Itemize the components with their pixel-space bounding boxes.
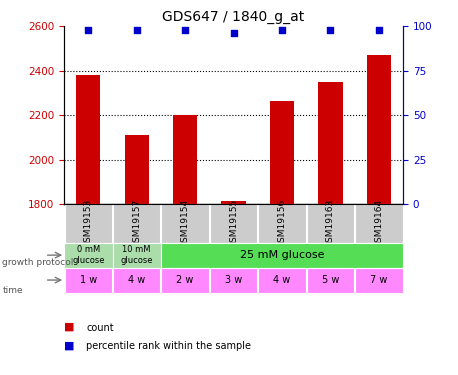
- Text: GSM19153: GSM19153: [84, 199, 93, 248]
- Bar: [270, 101, 294, 204]
- Text: GSM19157: GSM19157: [132, 199, 141, 248]
- Bar: [258, 268, 306, 292]
- Text: GSM19163: GSM19163: [326, 199, 335, 248]
- Text: GSM19156: GSM19156: [278, 199, 287, 248]
- Text: ■: ■: [64, 322, 75, 332]
- Point: [327, 27, 334, 33]
- Text: count: count: [86, 322, 114, 333]
- Text: GSM19155: GSM19155: [229, 199, 238, 248]
- Text: percentile rank within the sample: percentile rank within the sample: [86, 341, 251, 351]
- Title: GDS647 / 1840_g_at: GDS647 / 1840_g_at: [163, 10, 305, 24]
- Bar: [210, 268, 257, 292]
- Bar: [318, 82, 343, 204]
- Text: 5 w: 5 w: [322, 275, 339, 285]
- Text: GSM19154: GSM19154: [180, 199, 190, 248]
- Bar: [367, 55, 391, 204]
- Bar: [258, 204, 306, 243]
- Bar: [113, 204, 160, 243]
- Point: [375, 27, 382, 33]
- Text: 25 mM glucose: 25 mM glucose: [240, 250, 324, 260]
- Text: ■: ■: [64, 340, 75, 351]
- Text: 2 w: 2 w: [176, 275, 194, 285]
- Bar: [355, 268, 403, 292]
- Bar: [125, 135, 149, 204]
- Text: time: time: [2, 286, 23, 295]
- Point: [85, 27, 92, 33]
- Text: 3 w: 3 w: [225, 275, 242, 285]
- Bar: [65, 268, 112, 292]
- Bar: [161, 243, 403, 268]
- Text: 4 w: 4 w: [128, 275, 145, 285]
- Text: 1 w: 1 w: [80, 275, 97, 285]
- Text: 4 w: 4 w: [273, 275, 291, 285]
- Bar: [161, 268, 209, 292]
- Text: 10 mM
glucose: 10 mM glucose: [120, 246, 153, 265]
- Bar: [210, 204, 257, 243]
- Bar: [113, 243, 161, 268]
- Point: [181, 27, 189, 33]
- Point: [133, 27, 141, 33]
- Bar: [161, 204, 209, 243]
- Bar: [173, 115, 197, 204]
- Bar: [307, 268, 354, 292]
- Bar: [222, 201, 245, 204]
- Text: 7 w: 7 w: [370, 275, 387, 285]
- Text: GSM19164: GSM19164: [374, 199, 383, 248]
- Point: [230, 30, 237, 36]
- Bar: [113, 268, 160, 292]
- Bar: [64, 243, 113, 268]
- Text: growth protocol: growth protocol: [2, 258, 74, 267]
- Bar: [76, 75, 100, 204]
- Point: [278, 27, 286, 33]
- Bar: [355, 204, 403, 243]
- Bar: [65, 204, 112, 243]
- Text: 0 mM
glucose: 0 mM glucose: [72, 246, 104, 265]
- Bar: [307, 204, 354, 243]
